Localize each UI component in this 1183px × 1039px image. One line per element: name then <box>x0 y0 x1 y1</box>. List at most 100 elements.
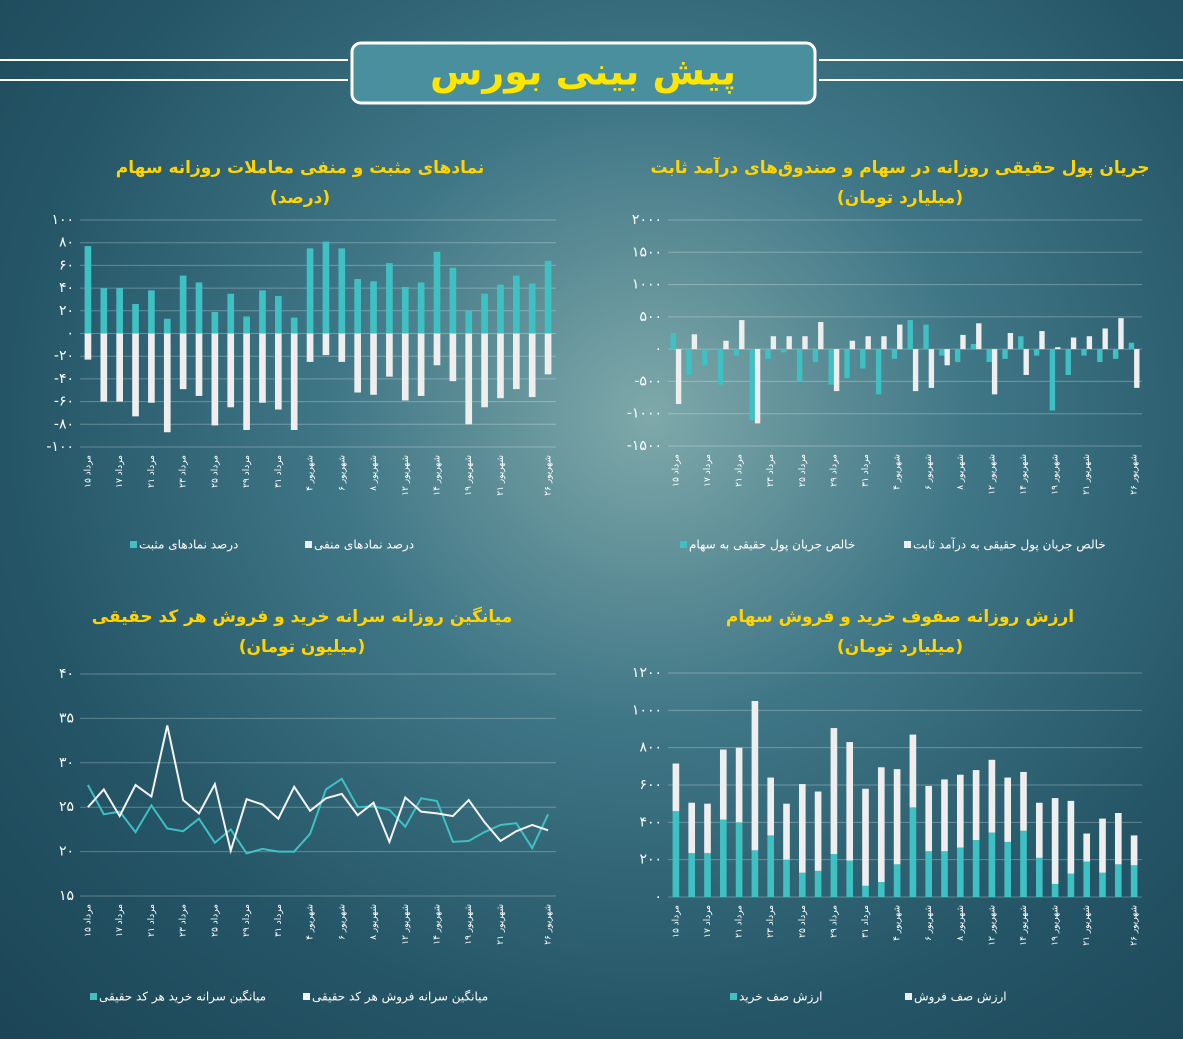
line <box>87 777 549 855</box>
y-tick-label: ۴۰ <box>59 280 74 296</box>
x-tick-label: ۲۶ شهریور <box>1130 905 1140 946</box>
bar <box>972 770 980 841</box>
x-tick-label: ۱۷ مرداد <box>703 905 713 938</box>
bar <box>672 763 680 812</box>
x-tick-label: ۱۴ شهریور <box>1019 905 1029 946</box>
legend-label: میانگین سرانه خرید هر کد حقیقی <box>99 990 266 1005</box>
bar <box>1051 883 1059 897</box>
y-tick-label: ۶۰ <box>59 257 74 273</box>
bar <box>912 349 919 392</box>
bar <box>976 323 982 350</box>
bar <box>960 334 966 350</box>
bar <box>717 349 724 385</box>
x-tick-label: ۱۹ شهریور <box>1051 454 1061 495</box>
y-tick-label: ۲۰ <box>59 303 74 319</box>
bar <box>877 882 885 897</box>
x-tick-label: ۱۵ مرداد <box>671 905 681 938</box>
bar <box>163 318 171 334</box>
bar <box>1128 342 1135 350</box>
bar <box>954 349 961 363</box>
bar <box>1020 830 1027 897</box>
x-tick-label: ۳۱ مرداد <box>861 454 871 487</box>
bar <box>1067 873 1075 897</box>
x-tick-label: ۲۱ مرداد <box>147 455 157 488</box>
bar <box>1065 349 1071 375</box>
x-tick-label: ۱۷ مرداد <box>115 455 125 488</box>
bar <box>754 349 761 424</box>
bar <box>923 324 929 350</box>
x-tick-label: ۲۹ مرداد <box>242 455 252 488</box>
bar <box>1134 349 1140 388</box>
x-tick-label: ۲۵ مرداد <box>210 455 220 488</box>
chart: جریان پول حقیقی روزانه در سهام و صندوق‌ه… <box>627 156 1150 553</box>
x-tick-label: ۸ شهریور <box>956 454 966 490</box>
bar <box>211 311 219 334</box>
x-tick-label: ۱۵ مرداد <box>83 455 93 488</box>
y-tick-label: -۴۰ <box>54 371 74 387</box>
bar <box>1035 802 1043 858</box>
bar <box>1102 328 1108 350</box>
legend-swatch <box>680 541 687 548</box>
x-tick-label: ۴ شهریور <box>306 455 316 491</box>
chart-subtitle: (میلیارد تومان) <box>837 188 963 208</box>
x-tick-label: ۳۱ مرداد <box>274 904 284 937</box>
x-tick-label: ۲۵ مرداد <box>210 904 220 937</box>
bar <box>290 317 298 334</box>
x-tick-label: ۱۹ شهریور <box>464 904 474 945</box>
y-tick-label: ۰ <box>66 326 74 342</box>
y-tick-label: -۲۰ <box>54 348 74 364</box>
bar <box>465 310 473 334</box>
bar <box>814 870 822 897</box>
bar <box>401 333 409 401</box>
bar <box>723 340 729 350</box>
bar <box>1055 347 1061 350</box>
bar <box>1130 835 1138 866</box>
bar <box>1097 349 1103 363</box>
bar <box>370 333 377 395</box>
x-tick-label: ۶ شهریور <box>337 904 347 940</box>
bar <box>433 333 441 366</box>
bar <box>211 333 219 426</box>
y-tick-label: ۸۰۰ <box>639 740 662 756</box>
y-tick-label: ۱۲۰۰ <box>632 665 662 681</box>
x-tick-label: ۱۵ مرداد <box>671 454 681 487</box>
bar <box>84 246 92 334</box>
bar <box>497 284 504 334</box>
bar <box>259 333 266 403</box>
bar <box>1039 331 1045 350</box>
y-tick-label: ۲۰ <box>59 844 74 860</box>
x-tick-label: ۱۷ مرداد <box>115 904 125 937</box>
bar <box>370 281 377 334</box>
bar <box>1049 349 1056 411</box>
legend-label: خالص جریان پول حقیقی به درآمد ثابت <box>913 537 1106 553</box>
x-tick-label: ۲۶ شهریور <box>1130 454 1140 495</box>
bar <box>1114 813 1122 865</box>
bar <box>338 248 346 334</box>
chart-title: میانگین روزانه سرانه خرید و فروش هر کد ح… <box>92 606 512 627</box>
x-tick-label: ۲۹ مرداد <box>829 454 839 487</box>
bar <box>179 333 187 390</box>
bar <box>909 734 917 808</box>
bar <box>909 807 917 897</box>
bar <box>862 885 869 897</box>
x-tick-label: ۲۱ شهریور <box>1082 454 1092 495</box>
chart-subtitle: (درصد) <box>270 188 330 208</box>
bar <box>956 847 964 897</box>
bar <box>783 859 790 897</box>
x-tick-label: ۱۴ شهریور <box>433 904 443 945</box>
bar <box>733 349 740 356</box>
bar <box>830 854 838 897</box>
bar <box>259 290 266 334</box>
bar <box>84 333 92 360</box>
chart: نمادهای مثبت و منفی معاملات روزانه سهام (… <box>46 158 556 553</box>
bar <box>751 701 759 851</box>
line <box>87 725 549 855</box>
page-title: پیش بینی بورس <box>430 50 736 94</box>
x-tick-label: ۴ شهریور <box>893 454 903 490</box>
bar <box>925 785 933 852</box>
y-tick-label: ۳۰ <box>59 755 74 771</box>
bar <box>735 822 743 897</box>
x-tick-label: ۳۱ مرداد <box>274 455 284 488</box>
y-tick-label: ۰ <box>654 341 662 357</box>
